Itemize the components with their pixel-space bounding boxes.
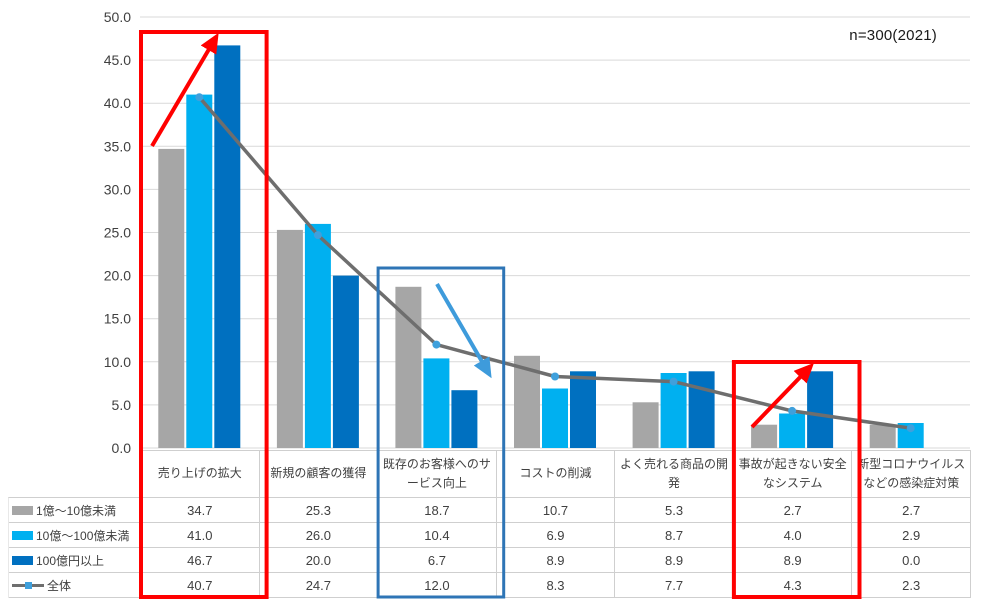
value-cell-r3-c2: 12.0 (378, 573, 497, 598)
value-cell-r1-c4: 8.7 (615, 523, 734, 548)
legend-line-marker (25, 581, 32, 589)
value-cell-r3-c4: 7.7 (615, 573, 734, 598)
value-cell-r1-c0: 41.0 (141, 523, 260, 548)
y-axis-tick-label: 30.0 (104, 181, 131, 197)
line-marker (195, 93, 204, 102)
legend-item: 10億～100億未満 (9, 523, 141, 548)
legend-item: 全体 (9, 573, 141, 598)
bar-0-cat3 (514, 355, 540, 448)
category-header-5: 事故が起きない安全なシステム (733, 451, 853, 498)
value-cell-r3-c6: 2.3 (852, 573, 971, 598)
value-cell-r0-c4: 5.3 (615, 498, 734, 523)
value-cell-r3-c3: 8.3 (496, 573, 616, 598)
sample-size-note: n=300(2021) (849, 27, 937, 44)
legend-label: 10億～100億未満 (36, 528, 130, 543)
value-cell-r1-c5: 4.0 (733, 523, 853, 548)
y-axis-tick-label: 15.0 (104, 311, 131, 327)
line-marker (551, 372, 559, 381)
legend-label: 全体 (47, 578, 72, 593)
y-axis-tick-label: 45.0 (104, 52, 131, 68)
legend-line-swatch (12, 581, 44, 589)
value-cell-r0-c2: 18.7 (378, 498, 497, 523)
line-marker (906, 424, 915, 433)
bar-0-cat5 (751, 424, 778, 448)
legend-bar-swatch (12, 505, 33, 515)
legend-bar-swatch (12, 530, 33, 540)
value-cell-r0-c1: 25.3 (259, 498, 379, 523)
value-cell-r1-c6: 2.9 (852, 523, 971, 548)
legend-bar-swatch (12, 555, 33, 565)
value-cell-r1-c2: 10.4 (378, 523, 497, 548)
value-cell-r0-c5: 2.7 (733, 498, 853, 523)
y-axis-tick-label: 25.0 (104, 225, 131, 241)
bar-0-cat0 (158, 148, 185, 448)
line-marker (669, 377, 678, 386)
value-cell-r2-c3: 8.9 (496, 548, 616, 573)
category-header-2: 既存のお客様へのサービス向上 (378, 451, 497, 498)
bar-2-cat2 (451, 390, 478, 448)
bar-1-cat3 (542, 388, 568, 448)
value-cell-r2-c2: 6.7 (378, 548, 497, 573)
bar-2-cat0 (214, 45, 241, 449)
value-cell-r2-c0: 46.7 (141, 548, 260, 573)
y-axis-tick-label: 50.0 (104, 9, 131, 25)
trend-arrow-down (435, 282, 492, 379)
y-axis-tick-label: 40.0 (104, 95, 131, 111)
bar-0-cat2 (395, 286, 422, 448)
bar-1-cat1 (304, 223, 331, 448)
category-header-3: コストの削減 (496, 451, 616, 498)
legend-label: 100億円以上 (36, 553, 105, 568)
bar-2-cat5 (807, 371, 834, 448)
category-header-6: 新型コロナウイルスなどの感染症対策 (852, 451, 971, 498)
value-cell-r3-c1: 24.7 (259, 573, 379, 598)
value-cell-r3-c0: 40.7 (141, 573, 260, 598)
bar-1-cat2 (423, 358, 450, 448)
y-axis-tick-label: 0.0 (112, 440, 132, 456)
value-cell-r3-c5: 4.3 (733, 573, 853, 598)
y-axis-tick-label: 35.0 (104, 138, 131, 154)
line-marker (788, 406, 797, 415)
value-cell-r2-c1: 20.0 (259, 548, 379, 573)
value-cell-r0-c6: 2.7 (852, 498, 971, 523)
bar-1-cat4 (660, 373, 687, 448)
value-cell-r1-c1: 26.0 (259, 523, 379, 548)
legend: 1億～10億未満 10億～100億未満 100億円以上全体 (8, 497, 141, 598)
value-cell-r0-c3: 10.7 (496, 498, 616, 523)
y-axis-tick-label: 20.0 (104, 268, 131, 284)
value-cell-r2-c6: 0.0 (852, 548, 971, 573)
bar-0-cat1 (276, 229, 303, 448)
category-header-0: 売り上げの拡大 (141, 451, 260, 498)
legend-item: 1億～10億未満 (9, 498, 141, 523)
bar-0-cat4 (632, 402, 659, 448)
y-axis-tick-label: 5.0 (112, 397, 132, 413)
value-cell-r2-c4: 8.9 (615, 548, 734, 573)
value-cell-r1-c3: 6.9 (496, 523, 616, 548)
bar-2-cat4 (688, 371, 715, 448)
line-marker (432, 340, 441, 349)
bar-0-cat6 (869, 424, 896, 448)
y-axis-tick-label: 10.0 (104, 354, 131, 370)
category-header-4: よく売れる商品の開発 (615, 451, 734, 498)
value-cell-r0-c0: 34.7 (141, 498, 260, 523)
bar-1-cat0 (186, 94, 213, 448)
trend-arrow-up (150, 32, 219, 148)
bar-2-cat3 (570, 371, 596, 448)
bar-2-cat1 (332, 275, 359, 448)
bar-1-cat6 (897, 423, 924, 448)
category-header-1: 新規の顧客の獲得 (259, 451, 379, 498)
data-table: 売り上げの拡大 新規の顧客の獲得 既存のお客様へのサービス向上 コストの削減 よく売れる… (140, 450, 971, 598)
legend-label: 1億～10億未満 (36, 503, 117, 518)
legend-item: 100億円以上 (9, 548, 141, 573)
line-series (197, 96, 911, 430)
line-marker (313, 231, 322, 240)
trend-arrow-up (750, 362, 815, 429)
value-cell-r2-c5: 8.9 (733, 548, 853, 573)
bar-1-cat5 (779, 413, 806, 448)
